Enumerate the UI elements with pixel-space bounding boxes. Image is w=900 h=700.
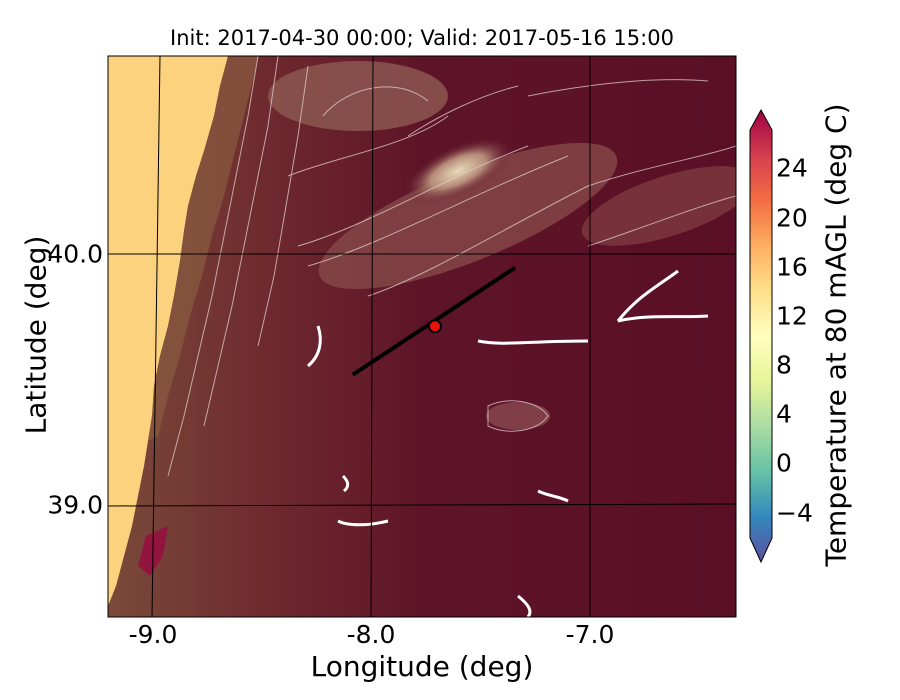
- y-axis-label: Latitude (deg): [19, 235, 53, 435]
- contour-lines: [167, 56, 736, 477]
- upland-north: [268, 61, 448, 131]
- upland-peak: [402, 136, 514, 206]
- hill-south-east: [486, 402, 550, 430]
- colorbar-tick-label: 8: [776, 350, 792, 380]
- upland-central: [318, 142, 618, 290]
- map-panel: [107, 55, 737, 618]
- location-marker: [427, 319, 442, 334]
- upland-east: [581, 166, 736, 246]
- colorbar: [749, 108, 773, 564]
- graticule: [108, 56, 736, 617]
- y-tick-label: 39.0: [47, 490, 103, 520]
- masked-patches: [306, 269, 709, 617]
- x-axis-label: Longitude (deg): [310, 650, 534, 683]
- colorbar-tick-label: 16: [776, 252, 808, 282]
- colorbar-gradient: [749, 108, 773, 564]
- colorbar-tick-label: 20: [776, 203, 808, 233]
- map-frame: [107, 55, 737, 618]
- x-tick-label: -9.0: [128, 620, 178, 649]
- colorbar-tick-label: 12: [776, 301, 808, 331]
- colorbar-tick-label: −4: [776, 498, 813, 528]
- colorbar-tick-label: 4: [776, 399, 792, 429]
- x-tick-label: -7.0: [565, 620, 615, 649]
- plot-title: Init: 2017-04-30 00:00; Valid: 2017-05-1…: [170, 26, 674, 50]
- x-tick-label: -8.0: [346, 620, 396, 649]
- colorbar-label: Temperature at 80 mAGL (deg C): [819, 103, 853, 567]
- y-tick-label: 40.0: [47, 239, 103, 269]
- colorbar-tick-label: 0: [776, 448, 792, 478]
- colorbar-tick-label: 24: [776, 153, 808, 183]
- coastal-band: [148, 56, 258, 441]
